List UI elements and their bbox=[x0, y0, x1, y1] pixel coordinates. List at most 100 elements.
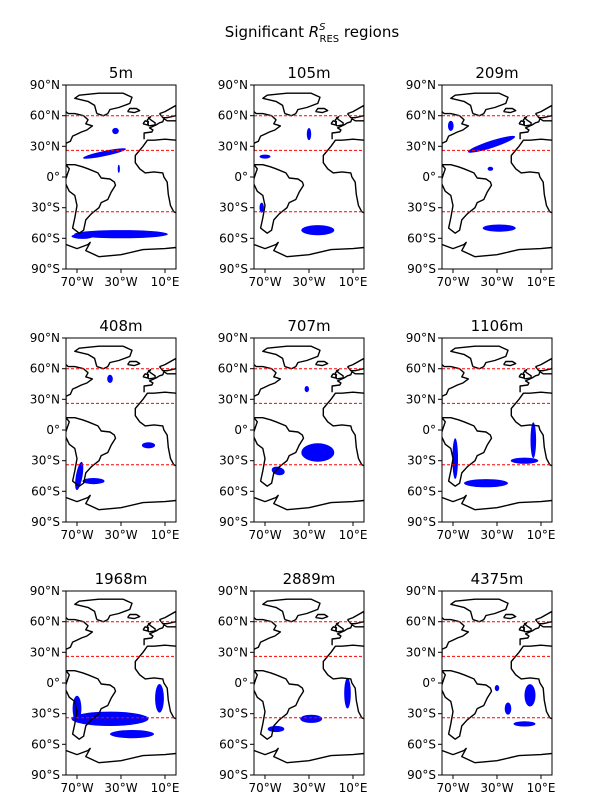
coastline bbox=[346, 357, 364, 372]
lat-tick-label: 30°N bbox=[218, 645, 248, 659]
lat-tick-label: 0° bbox=[46, 423, 60, 437]
coastline bbox=[322, 138, 364, 214]
lat-tick-label: 90°S bbox=[219, 515, 248, 529]
lat-tick-label: 90°N bbox=[218, 331, 248, 345]
coastline bbox=[331, 118, 364, 140]
lat-tick-label: 30°N bbox=[406, 139, 436, 153]
significant-region bbox=[304, 386, 309, 393]
panel-title: 408m bbox=[99, 317, 142, 335]
lat-tick-label: 60°N bbox=[406, 615, 436, 629]
coastline bbox=[74, 345, 133, 370]
lat-tick-label: 60°N bbox=[406, 362, 436, 376]
lat-tick-label: 90°N bbox=[30, 331, 60, 345]
lon-tick-label: 70°W bbox=[436, 528, 469, 542]
significant-region bbox=[482, 224, 516, 232]
coastline bbox=[254, 494, 364, 511]
coastline bbox=[442, 494, 552, 511]
coastline bbox=[510, 644, 552, 720]
panel-title: 105m bbox=[287, 64, 330, 82]
lon-tick-label: 30°W bbox=[104, 275, 137, 289]
coastline bbox=[66, 617, 94, 658]
lon-tick-label: 70°W bbox=[436, 275, 469, 289]
coastline bbox=[262, 345, 321, 370]
coastline bbox=[442, 669, 493, 740]
lat-tick-label: 60°S bbox=[407, 484, 436, 498]
lat-tick-label: 0° bbox=[46, 676, 60, 690]
lat-tick-label: 30°S bbox=[407, 201, 436, 215]
significant-region bbox=[74, 230, 168, 239]
lat-tick-label: 0° bbox=[234, 676, 248, 690]
panel-title: 5m bbox=[109, 64, 133, 82]
lon-tick-label: 70°W bbox=[60, 781, 93, 795]
figure-title: Significant RS RES regions bbox=[225, 22, 400, 45]
panel-title: 1106m bbox=[471, 317, 524, 335]
significant-region bbox=[271, 466, 285, 476]
coastline bbox=[522, 116, 532, 127]
coastline bbox=[158, 357, 176, 372]
lat-tick-label: 30°S bbox=[219, 707, 248, 721]
coastline bbox=[315, 360, 329, 367]
coastline bbox=[322, 644, 364, 720]
map-panel: 1968m 90°N 60°N 30°N 0° 30°S 60°S 90°S70°W 30°W 1… bbox=[30, 570, 180, 795]
significant-region bbox=[107, 374, 113, 383]
map-panel: 4375m 90°N 60°N 30°N 0° 30°S 60°S 90°S70°W 30°W 1… bbox=[406, 570, 556, 795]
lat-tick-label: 30°N bbox=[30, 139, 60, 153]
coastline bbox=[442, 163, 493, 234]
coastline bbox=[510, 138, 552, 214]
lat-tick-label: 60°N bbox=[30, 615, 60, 629]
lat-tick-label: 0° bbox=[422, 676, 436, 690]
significant-region bbox=[510, 457, 539, 464]
coastline bbox=[254, 241, 364, 258]
significant-region bbox=[494, 685, 500, 692]
coastline bbox=[450, 345, 509, 370]
coastline bbox=[66, 416, 117, 487]
lon-tick-label: 70°W bbox=[60, 275, 93, 289]
significant-region bbox=[504, 702, 512, 715]
lat-tick-label: 60°N bbox=[218, 109, 248, 123]
panel-title: 707m bbox=[287, 317, 330, 335]
coastline bbox=[519, 624, 552, 646]
lat-tick-label: 90°S bbox=[31, 515, 60, 529]
coastline bbox=[510, 391, 552, 467]
coastline bbox=[254, 617, 282, 658]
coastline bbox=[334, 116, 344, 127]
coastline bbox=[262, 92, 321, 117]
map-panel: 1106m 90°N 60°N 30°N 0° 30°S 60°S 90°S70°W 30°W 1… bbox=[406, 317, 556, 542]
lat-tick-label: 0° bbox=[422, 423, 436, 437]
significant-region bbox=[112, 127, 119, 135]
panel-title: 4375m bbox=[471, 570, 524, 588]
lat-tick-label: 0° bbox=[422, 170, 436, 184]
coastline bbox=[254, 669, 305, 740]
lon-tick-label: 30°W bbox=[104, 781, 137, 795]
panel-frame bbox=[253, 84, 365, 270]
coastline bbox=[334, 369, 344, 380]
coastline bbox=[66, 241, 176, 258]
significant-region bbox=[306, 128, 312, 141]
map-panel: 408m 90°N 60°N 30°N 0° 30°S 60°S 90°S70°W 30°W 10… bbox=[30, 317, 180, 542]
coastline bbox=[331, 371, 364, 393]
map-panel: 105m 90°N 60°N 30°N 0° 30°S 60°S 90°S70°W 30°W 10… bbox=[218, 64, 368, 289]
lon-tick-label: 10°E bbox=[527, 275, 556, 289]
coastline bbox=[442, 617, 470, 658]
coastline bbox=[330, 373, 338, 379]
significant-region bbox=[301, 443, 335, 462]
coastline bbox=[142, 373, 150, 379]
coastline bbox=[503, 107, 517, 114]
lat-tick-label: 90°S bbox=[31, 768, 60, 782]
lat-tick-label: 90°S bbox=[219, 768, 248, 782]
lat-tick-label: 30°N bbox=[30, 645, 60, 659]
coastline bbox=[254, 747, 364, 764]
coastline bbox=[519, 118, 552, 140]
lat-tick-label: 0° bbox=[234, 423, 248, 437]
lat-tick-label: 60°N bbox=[30, 109, 60, 123]
panel-frame bbox=[65, 590, 177, 776]
coastline bbox=[442, 111, 470, 152]
coastline bbox=[442, 747, 552, 764]
significant-region bbox=[300, 714, 323, 723]
lon-tick-label: 70°W bbox=[248, 528, 281, 542]
coastline bbox=[142, 120, 150, 126]
significant-region bbox=[71, 233, 94, 239]
coastline bbox=[127, 107, 141, 114]
coastline bbox=[450, 92, 509, 117]
